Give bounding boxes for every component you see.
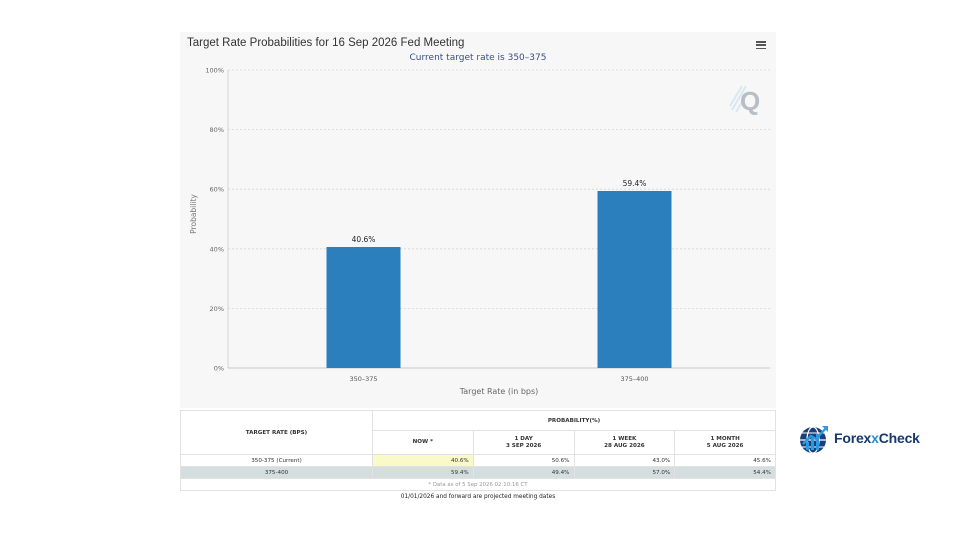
data-label: 59.4%: [623, 179, 647, 188]
chart-panel: 0% 20% 40% 60% 80% 100% 40.6% 350–375 59.4% 375–4…: [180, 32, 776, 408]
y-tick-label: 0%: [214, 365, 224, 373]
chart-title: Target Rate Probabilities for 16 Sep 202…: [187, 37, 465, 49]
row-value-now: 40.6%: [372, 454, 474, 467]
table-row: 350-375 (Current) 40.6% 50.6% 43.0% 45.6…: [180, 454, 776, 467]
bar-chart: 0% 20% 40% 60% 80% 100% 40.6% 350–375 59.4% 375–4…: [189, 67, 770, 396]
y-tick-label: 20%: [210, 305, 224, 313]
row-value-now: 59.4%: [372, 466, 474, 479]
row-rate: 375-400: [180, 466, 373, 479]
chart-subtitle: Current target rate is 350–375: [409, 53, 547, 63]
x-tick-label: 375–400: [620, 375, 648, 383]
probability-header: PROBABILITY(%): [372, 410, 776, 431]
row-value-1day: 49.4%: [472, 466, 575, 479]
y-tick-label: 100%: [205, 67, 224, 75]
y-tick-label: 60%: [210, 186, 224, 194]
row-value-1week: 57.0%: [573, 466, 676, 479]
bar: [326, 247, 401, 368]
data-label: 40.6%: [352, 235, 376, 244]
globe-chart-logo-icon: [800, 426, 828, 454]
forexcheck-logo-text: ForexxCheck: [834, 430, 920, 446]
row-value-1month: 54.4%: [674, 466, 776, 479]
forexcheck-logo: ForexxCheck: [797, 422, 923, 456]
hamburger-menu-icon[interactable]: [756, 41, 766, 50]
y-tick-label: 80%: [210, 126, 224, 134]
col-header-1week: 1 WEEK 28 AUG 2026: [573, 430, 676, 455]
data-timestamp-note: * Data as of 5 Sep 2026 02:10:16 CT: [180, 478, 776, 491]
quikstrike-q-logo-icon: Q: [729, 85, 760, 116]
projected-dates-note: 01/01/2026 and forward are projected mee…: [400, 494, 556, 500]
x-tick-label: 350–375: [349, 375, 377, 383]
col-header-1day: 1 DAY 3 SEP 2026: [472, 430, 575, 455]
col-header-1month: 1 MONTH 5 AUG 2026: [674, 430, 776, 455]
bar: [597, 190, 672, 368]
y-tick-label: 40%: [210, 245, 224, 253]
row-value-1week: 43.0%: [573, 454, 676, 467]
svg-text:Q: Q: [740, 86, 760, 116]
target-rate-header: TARGET RATE (BPS): [180, 410, 373, 455]
y-axis-title: Probability: [189, 194, 198, 234]
row-value-1day: 50.6%: [472, 454, 575, 467]
row-rate: 350-375 (Current): [180, 454, 373, 467]
col-header-now: NOW *: [372, 430, 474, 455]
x-axis-title: Target Rate (in bps): [459, 387, 539, 396]
probability-table: TARGET RATE (BPS) PROBABILITY(%) NOW * 1…: [180, 410, 776, 506]
row-value-1month: 45.6%: [674, 454, 776, 467]
table-row: 375-400 59.4% 49.4% 57.0% 54.4%: [180, 466, 776, 479]
